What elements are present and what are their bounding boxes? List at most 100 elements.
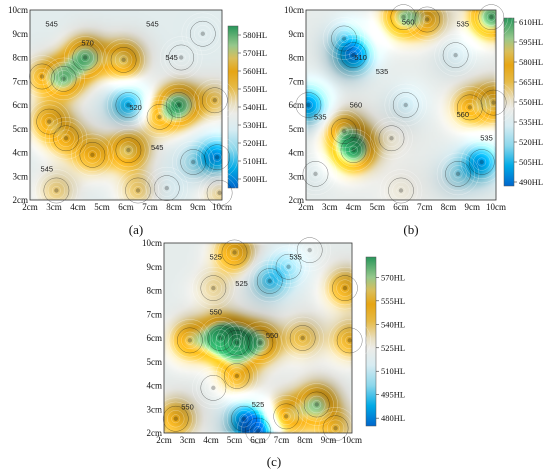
- y-tick-c-2: 4cm: [147, 381, 163, 391]
- contour-ring-b-13-3: [388, 177, 414, 204]
- contour-ring-c-16-2: [204, 379, 223, 397]
- y-tick-c-7: 9cm: [147, 262, 163, 272]
- contour-ring-a-11-2: [119, 141, 138, 159]
- contour-ring-b-0-3: [390, 4, 417, 30]
- y-tick-a-8: 10cm: [8, 5, 28, 15]
- contour-ring-b-13-1: [396, 186, 406, 195]
- contour-ring-b-12-1: [453, 169, 463, 179]
- data-point-b-6: [351, 147, 356, 153]
- x-tick-b-2: 4cm: [346, 202, 362, 212]
- x-tick-c-7: 9cm: [321, 435, 337, 445]
- data-point-a-0: [83, 55, 88, 60]
- data-point-c-10: [347, 338, 352, 343]
- contour-ring-b-15-2: [306, 165, 325, 183]
- contour-ring-c-0-4: [203, 320, 238, 356]
- contour-ring-b-9-3: [480, 89, 507, 116]
- colorbar-bar-b: [503, 17, 515, 187]
- contour-ring-b-0-1: [398, 12, 408, 22]
- colorbar-tick-label-b-5: 535HL: [519, 117, 543, 127]
- contour-ring-a-13-5: [44, 117, 88, 160]
- data-point-a-13: [63, 136, 69, 141]
- contour-ring-a-8-4: [164, 40, 199, 75]
- y-tick-c-3: 5cm: [147, 357, 163, 367]
- colorbar-tick-label-a-6: 520HL: [243, 138, 267, 148]
- y-tick-a-1: 3cm: [13, 171, 29, 181]
- contour-ring-b-2-3: [414, 6, 440, 33]
- contour-ring-c-4-3: [221, 239, 248, 266]
- data-point-c-15: [314, 402, 319, 407]
- contour-ring-c-9-2: [336, 279, 354, 297]
- data-point-b-1: [489, 14, 494, 20]
- contour-ring-b-9-2: [484, 93, 503, 112]
- x-tick-c-4: 6cm: [250, 435, 266, 445]
- plot-frame-a: [29, 9, 223, 201]
- contour-ring-c-10-5: [328, 319, 371, 362]
- contour-ring-c-3-5: [239, 321, 282, 364]
- contour-ring-c-9-4: [327, 271, 363, 306]
- colorbar-tick-label-b-2: 580HL: [519, 57, 543, 67]
- contour-ring-b-3-3: [331, 25, 357, 52]
- contour-ring-b-14-2: [446, 46, 465, 64]
- colorbar-b: 610HL 595HL 580HL 565HL 550HL 535HL 520HL 505HL…: [503, 17, 543, 187]
- contour-ring-a-3-1: [123, 100, 133, 110]
- chart-panel-b: 2cm 3cm 4cm 5cm 6cm 7cm 8cm 9cm 10cm 2cm 3cm 4cm 5c…: [284, 0, 543, 237]
- colorbar-tick-label-b-7: 505HL: [519, 157, 543, 167]
- data-point-c-1: [234, 340, 240, 345]
- data-point-a-19: [217, 190, 222, 196]
- contour-ring-b-5-1: [303, 100, 313, 110]
- contour-ring-b-7-5: [322, 109, 366, 153]
- contour-ring-b-11-3: [468, 149, 495, 175]
- contour-ring-c-8-4: [292, 233, 327, 268]
- contour-ring-a-6-3: [36, 108, 63, 135]
- contour-ring-a-2-2: [114, 51, 133, 69]
- panel-label-a: (a): [129, 222, 143, 237]
- y-tick-a-3: 5cm: [13, 124, 29, 134]
- y-tick-c-8: 10cm: [142, 238, 162, 248]
- contour-label-c-5: 550: [181, 402, 194, 411]
- contour-ring-c-18-2: [167, 410, 185, 428]
- colorbar-tick-label-a-0: 580HL: [243, 30, 267, 40]
- contour-ring-a-15-4: [149, 171, 184, 206]
- x-tick-c-5: 7cm: [274, 435, 290, 445]
- contour-ring-a-10-1: [188, 157, 198, 167]
- contour-ring-c-0-5: [199, 316, 242, 360]
- data-point-a-16: [135, 188, 141, 193]
- contour-ring-c-1-5: [215, 321, 259, 364]
- contour-label-a-6: 545: [41, 165, 54, 174]
- contour-ring-a-19-3: [206, 180, 233, 206]
- contour-ring-b-3-5: [322, 17, 366, 60]
- colorbar-tick-label-a-4: 540HL: [243, 102, 267, 112]
- x-tick-a-2: 4cm: [70, 202, 86, 212]
- colorbar-tick-label-b-8: 490HL: [519, 177, 543, 187]
- contour-ring-b-7-3: [331, 118, 357, 144]
- plot-frame-c: [163, 242, 353, 434]
- data-point-a-5: [157, 114, 162, 120]
- contour-ring-b-16-2: [382, 129, 401, 147]
- contour-ring-b-0-4: [386, 0, 421, 35]
- contour-ring-b-1-2: [482, 8, 500, 26]
- contour-ring-a-14-3: [189, 20, 216, 47]
- data-point-c-8: [307, 247, 312, 253]
- plot-frame-b: [305, 9, 497, 201]
- contour-ring-a-18-5: [193, 79, 237, 122]
- contour-label-c-1: 535: [289, 253, 302, 262]
- contour-ring-a-2-1: [119, 55, 129, 65]
- colorbar-tick-label-a-8: 500HL: [243, 174, 267, 184]
- contour-ring-c-17-1: [232, 371, 242, 381]
- contour-ring-b-5-3: [295, 92, 322, 118]
- contour-ring-c-3-2: [251, 334, 270, 352]
- contour-ring-a-18-3: [201, 87, 228, 114]
- contour-ring-c-8-5: [288, 228, 331, 272]
- contour-ring-b-4-2: [344, 46, 363, 64]
- contour-ring-b-9-4: [476, 85, 511, 120]
- contour-ring-c-15-1: [312, 400, 322, 409]
- contour-ring-c-3-4: [243, 325, 278, 360]
- contour-ring-b-5-4: [291, 87, 326, 123]
- contour-ring-b-2-2: [418, 10, 436, 29]
- data-point-c-3: [258, 340, 263, 345]
- data-point-a-10: [191, 159, 196, 165]
- x-tick-a-5: 7cm: [142, 202, 158, 212]
- contour-ring-c-15-5: [295, 383, 338, 426]
- data-point-b-10: [403, 102, 408, 108]
- colorbar-tick-label-a-1: 570HL: [243, 48, 267, 58]
